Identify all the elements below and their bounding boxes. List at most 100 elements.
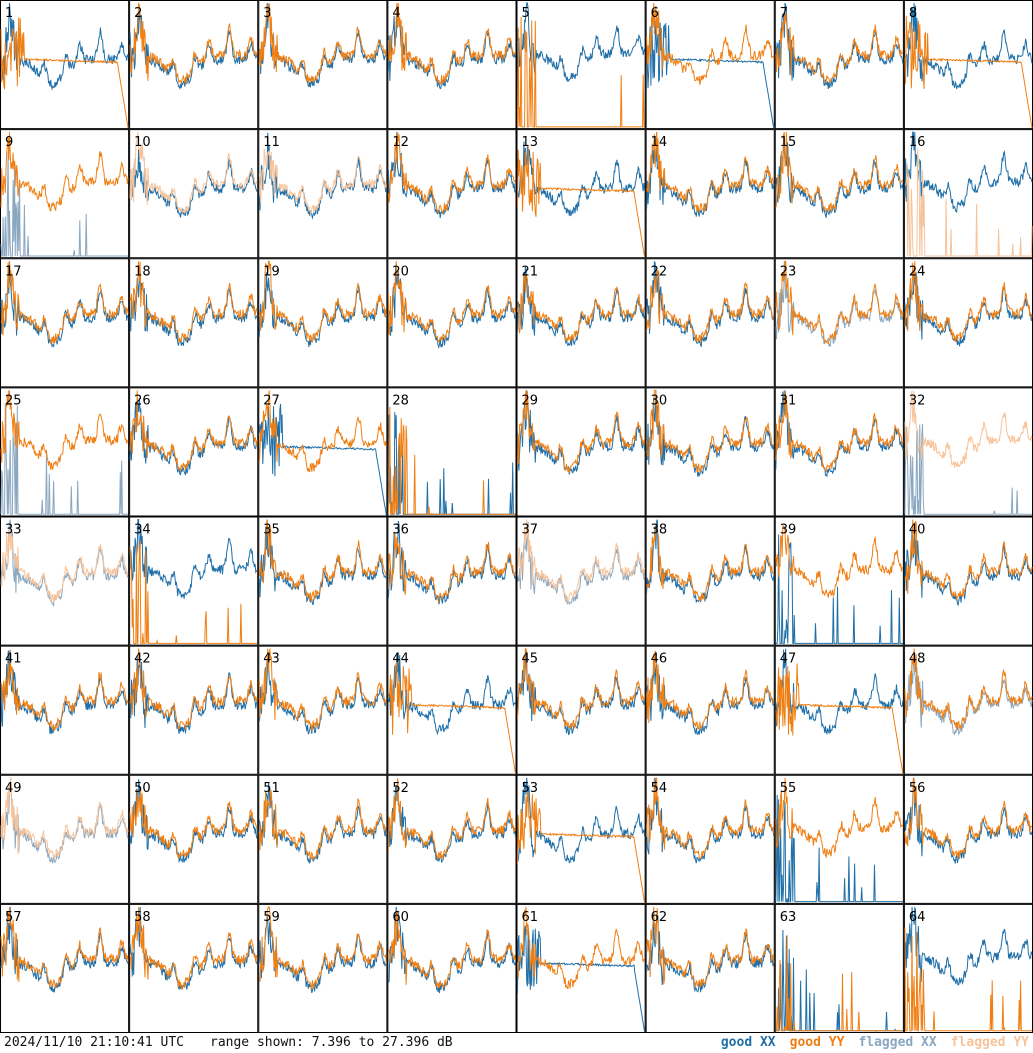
series-xx-line bbox=[517, 390, 646, 475]
series-yy-line bbox=[775, 131, 904, 213]
tile-label: 46 bbox=[651, 652, 668, 667]
legend: good XX good YY flagged XX flagged YY bbox=[721, 1033, 1029, 1053]
series-xx-line bbox=[0, 151, 129, 257]
tile-2: 2 bbox=[129, 0, 259, 130]
tile-27: 27 bbox=[258, 387, 388, 517]
tile-24: 24 bbox=[903, 258, 1033, 388]
tile-frame bbox=[0, 258, 130, 388]
series-xx-line bbox=[775, 794, 903, 904]
tile-frame bbox=[387, 387, 517, 517]
tile-frame bbox=[0, 387, 130, 517]
series-xx-line bbox=[129, 906, 258, 991]
tile-label: 23 bbox=[780, 264, 797, 279]
series-yy-line bbox=[387, 778, 516, 861]
tile-frame bbox=[645, 0, 775, 130]
tile-35: 35 bbox=[258, 516, 388, 646]
tile-label: 16 bbox=[909, 135, 926, 150]
tile-label: 24 bbox=[909, 264, 926, 279]
tile-label: 15 bbox=[780, 135, 797, 150]
series-xx-line bbox=[129, 779, 258, 864]
series-yy-line bbox=[0, 777, 129, 860]
tile-63: 63 bbox=[774, 903, 904, 1033]
series-yy-line bbox=[517, 146, 646, 258]
tile-6: 6 bbox=[645, 0, 775, 130]
series-yy-line bbox=[517, 519, 646, 603]
tile-39: 39 bbox=[774, 516, 904, 646]
footer: 2024/11/10 21:10:41 UTC range shown: 7.3… bbox=[0, 1033, 1033, 1053]
tile-frame bbox=[0, 129, 130, 259]
legend-good-xx: good XX bbox=[720, 1035, 776, 1050]
tile-41: 41 bbox=[0, 645, 130, 775]
tile-40: 40 bbox=[903, 516, 1033, 646]
tile-frame bbox=[645, 645, 775, 775]
tile-22: 22 bbox=[645, 258, 775, 388]
series-yy-line bbox=[387, 2, 516, 86]
series-yy-line bbox=[0, 390, 129, 471]
series-yy-line bbox=[517, 791, 646, 903]
tile-label: 11 bbox=[263, 135, 280, 150]
tile-label: 30 bbox=[651, 393, 668, 408]
tile-frame bbox=[516, 903, 646, 1033]
tile-label: 17 bbox=[5, 264, 22, 279]
series-yy-line bbox=[258, 390, 387, 473]
series-xx-line bbox=[0, 519, 129, 608]
series-yy-line bbox=[646, 906, 775, 988]
tile-label: 59 bbox=[263, 910, 280, 925]
series-xx-line bbox=[775, 390, 904, 478]
series-yy-line bbox=[387, 406, 516, 515]
tile-label: 50 bbox=[134, 781, 151, 796]
series-yy-line bbox=[387, 132, 516, 215]
tile-16: 16 bbox=[903, 129, 1033, 259]
tile-57: 57 bbox=[0, 903, 130, 1033]
tile-36: 36 bbox=[387, 516, 517, 646]
tile-frame bbox=[774, 516, 904, 646]
tile-32: 32 bbox=[903, 387, 1033, 517]
tile-30: 30 bbox=[645, 387, 775, 517]
tile-label: 4 bbox=[392, 6, 400, 21]
tile-label: 19 bbox=[263, 264, 280, 279]
series-yy-line bbox=[129, 390, 258, 472]
series-yy-line bbox=[904, 648, 1033, 731]
tile-label: 34 bbox=[134, 523, 151, 538]
series-yy-line bbox=[258, 648, 387, 733]
series-yy-line bbox=[646, 650, 775, 730]
tile-label: 32 bbox=[909, 393, 926, 408]
tile-21: 21 bbox=[516, 258, 646, 388]
tile-label: 60 bbox=[392, 910, 409, 925]
series-yy-line bbox=[0, 528, 129, 603]
tile-59: 59 bbox=[258, 903, 388, 1033]
tile-frame bbox=[0, 774, 130, 904]
series-xx-line bbox=[0, 403, 129, 515]
tile-frame bbox=[903, 903, 1033, 1033]
tile-58: 58 bbox=[129, 903, 259, 1033]
tile-label: 58 bbox=[134, 910, 151, 925]
series-xx-line bbox=[129, 655, 258, 734]
tile-label: 49 bbox=[5, 781, 22, 796]
series-yy-line bbox=[775, 390, 904, 473]
tile-label: 51 bbox=[263, 781, 280, 796]
tile-25: 25 bbox=[0, 387, 130, 517]
tile-label: 21 bbox=[522, 264, 539, 279]
series-yy-line bbox=[129, 907, 258, 990]
series-xx-line bbox=[129, 148, 258, 218]
series-yy-line bbox=[0, 132, 129, 212]
series-yy-line bbox=[646, 777, 775, 859]
series-yy-line bbox=[904, 15, 1033, 129]
series-xx-line bbox=[775, 139, 904, 218]
series-yy-line bbox=[387, 532, 516, 604]
tile-label: 20 bbox=[392, 264, 409, 279]
series-yy-line bbox=[775, 777, 904, 859]
series-yy-line bbox=[775, 525, 904, 598]
tile-label: 38 bbox=[651, 523, 668, 538]
tile-label: 62 bbox=[651, 910, 668, 925]
series-yy-line bbox=[129, 540, 258, 646]
series-xx-line bbox=[904, 423, 1032, 515]
tile-11: 11 bbox=[258, 129, 388, 259]
tile-frame bbox=[129, 516, 259, 646]
series-xx-line bbox=[646, 261, 775, 348]
series-xx-line bbox=[646, 913, 775, 993]
timestamp: 2024/11/10 21:10:41 UTC bbox=[4, 1035, 185, 1050]
tile-label: 5 bbox=[522, 6, 530, 21]
range-text: range shown: 7.396 to 27.396 dB bbox=[210, 1035, 453, 1050]
series-yy-line bbox=[129, 789, 258, 860]
